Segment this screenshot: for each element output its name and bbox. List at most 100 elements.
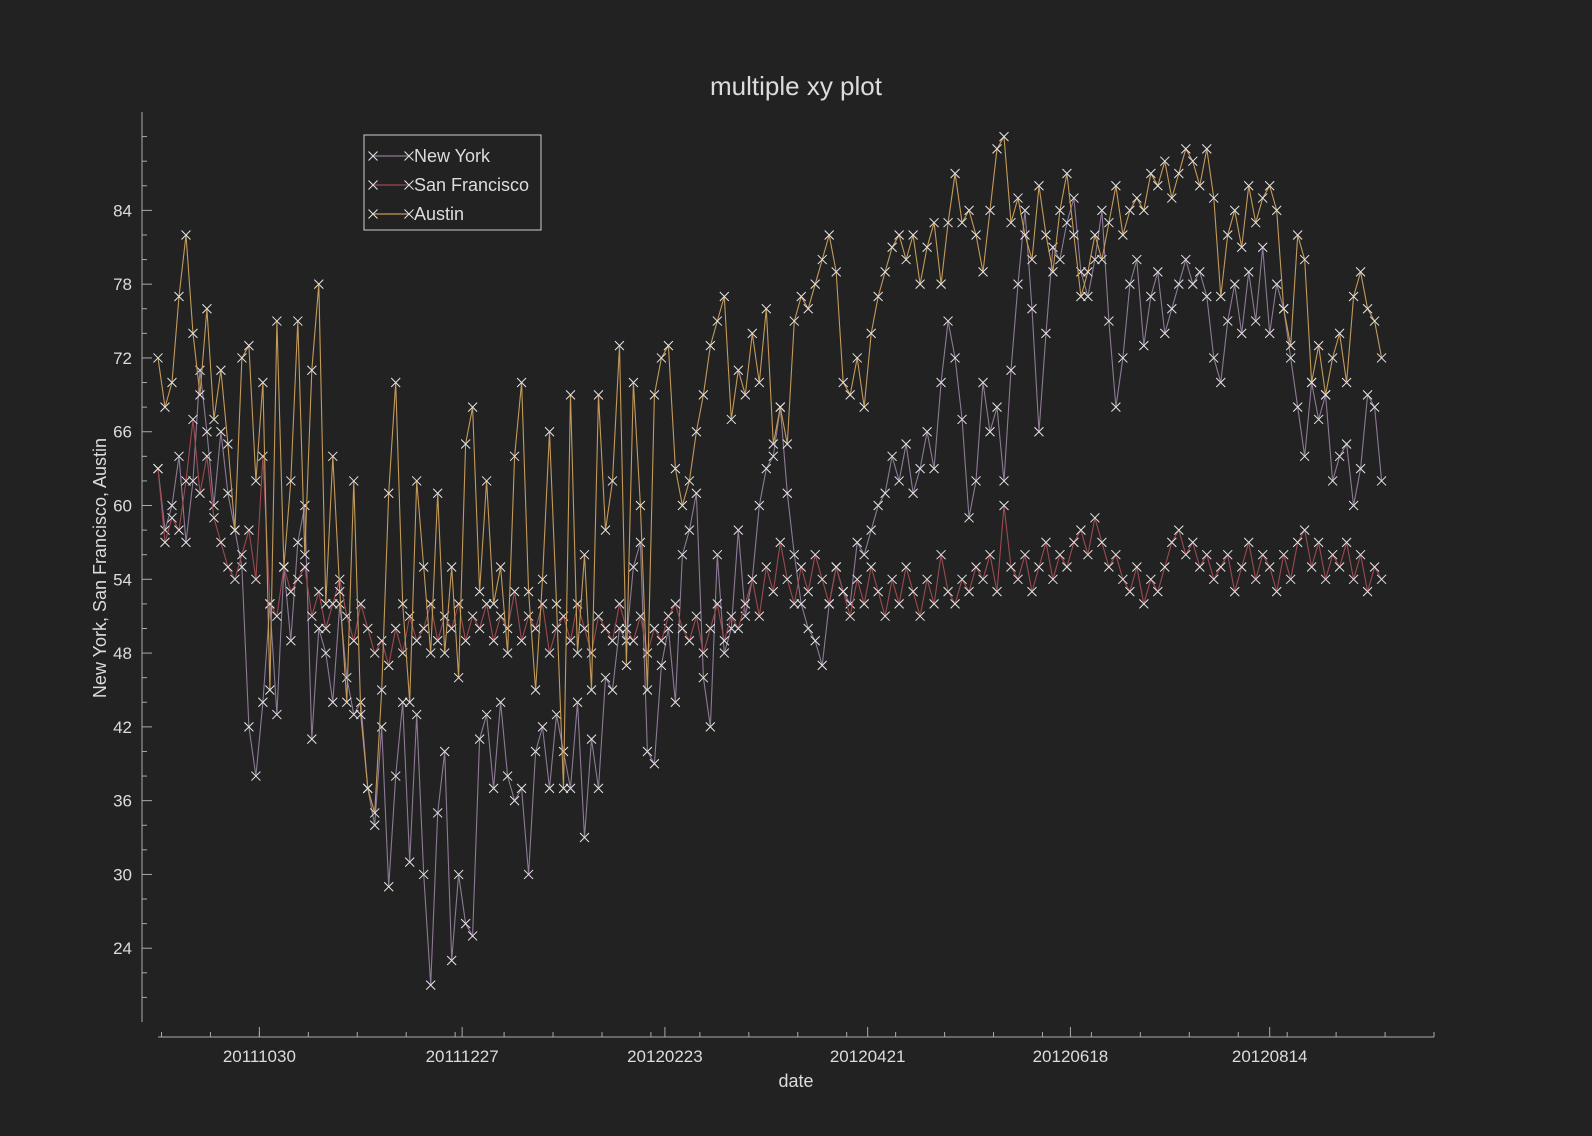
data-point [978, 267, 988, 277]
data-point [978, 377, 988, 388]
data-point [1104, 217, 1114, 228]
data-point [936, 549, 946, 560]
data-point [523, 869, 534, 880]
data-point [1131, 254, 1142, 265]
data-point [237, 549, 247, 560]
data-point [404, 697, 415, 708]
data-point [705, 623, 716, 634]
data-point [628, 377, 639, 388]
data-point [915, 611, 925, 622]
data-point [167, 512, 177, 523]
data-point [1041, 537, 1051, 548]
data-point [1062, 562, 1072, 572]
data-point [1076, 525, 1086, 535]
data-point [1271, 279, 1282, 290]
data-point [551, 599, 562, 609]
data-point [251, 574, 261, 585]
data-point [348, 476, 359, 486]
data-point [1152, 267, 1163, 277]
x-tick-label: 20120223 [627, 1047, 703, 1066]
data-point [838, 586, 849, 597]
data-point [439, 648, 450, 658]
data-point [971, 476, 981, 486]
data-point [1320, 574, 1331, 585]
data-point [691, 488, 702, 499]
axes: 24 30 36 42 48 54 60 66 72 78 84 20111030 20111227 20… [113, 112, 1435, 1066]
data-point [292, 316, 303, 326]
data-point [481, 476, 492, 486]
data-point [1236, 562, 1247, 572]
data-point [614, 623, 625, 634]
data-point [509, 586, 520, 597]
data-point [1313, 340, 1324, 351]
data-point [223, 562, 233, 572]
data-point [446, 955, 457, 966]
data-point [908, 488, 918, 499]
data-point [195, 389, 205, 400]
y-tick-label: 30 [113, 865, 132, 884]
data-point [1013, 574, 1023, 585]
data-point [467, 402, 478, 412]
data-point [467, 931, 478, 941]
data-point [831, 267, 842, 277]
data-point [712, 599, 723, 609]
data-point [845, 389, 856, 400]
data-point [1201, 549, 1212, 560]
data-point [516, 783, 527, 794]
data-point [216, 537, 226, 548]
data-point [845, 611, 856, 622]
data-point [1264, 562, 1275, 572]
data-point [565, 389, 576, 400]
data-point [747, 328, 758, 339]
data-point [1180, 254, 1191, 265]
data-point [866, 525, 877, 535]
data-point [488, 635, 499, 646]
data-point [1118, 574, 1128, 585]
data-point [1215, 377, 1226, 388]
data-point [670, 697, 681, 708]
data-point [817, 660, 828, 671]
data-point [726, 611, 737, 622]
data-point [621, 660, 632, 671]
data-point [369, 820, 380, 831]
data-point [425, 980, 436, 990]
data-point [411, 476, 422, 486]
data-point [1159, 562, 1170, 572]
data-point [558, 783, 569, 794]
data-point [1173, 279, 1184, 290]
data-point [754, 500, 765, 511]
data-point [712, 549, 723, 560]
data-point [474, 734, 485, 745]
data-point [775, 537, 786, 548]
data-point [285, 586, 296, 597]
data-point [761, 463, 772, 474]
data-point [334, 599, 345, 609]
data-point [188, 414, 198, 425]
data-point [209, 512, 219, 523]
data-point [971, 230, 981, 240]
data-point [439, 746, 450, 757]
data-point [1048, 267, 1058, 277]
data-point [1257, 549, 1268, 560]
data-point [1055, 549, 1065, 560]
data-point [1264, 180, 1275, 191]
data-point [404, 857, 415, 867]
data-point [1090, 512, 1100, 523]
data-point [1027, 303, 1037, 314]
data-point [782, 574, 793, 585]
data-point [635, 537, 646, 548]
data-point [866, 562, 877, 572]
legend-marker [368, 151, 414, 161]
data-point [901, 562, 911, 572]
series-line [157, 134, 1383, 814]
data-point [733, 365, 744, 376]
data-point [1243, 267, 1254, 277]
data-point [1201, 144, 1212, 154]
data-point [782, 439, 793, 449]
data-point [1006, 217, 1016, 228]
data-point [642, 685, 653, 695]
data-point [181, 230, 191, 240]
data-point [1243, 537, 1254, 548]
data-point [244, 722, 254, 732]
